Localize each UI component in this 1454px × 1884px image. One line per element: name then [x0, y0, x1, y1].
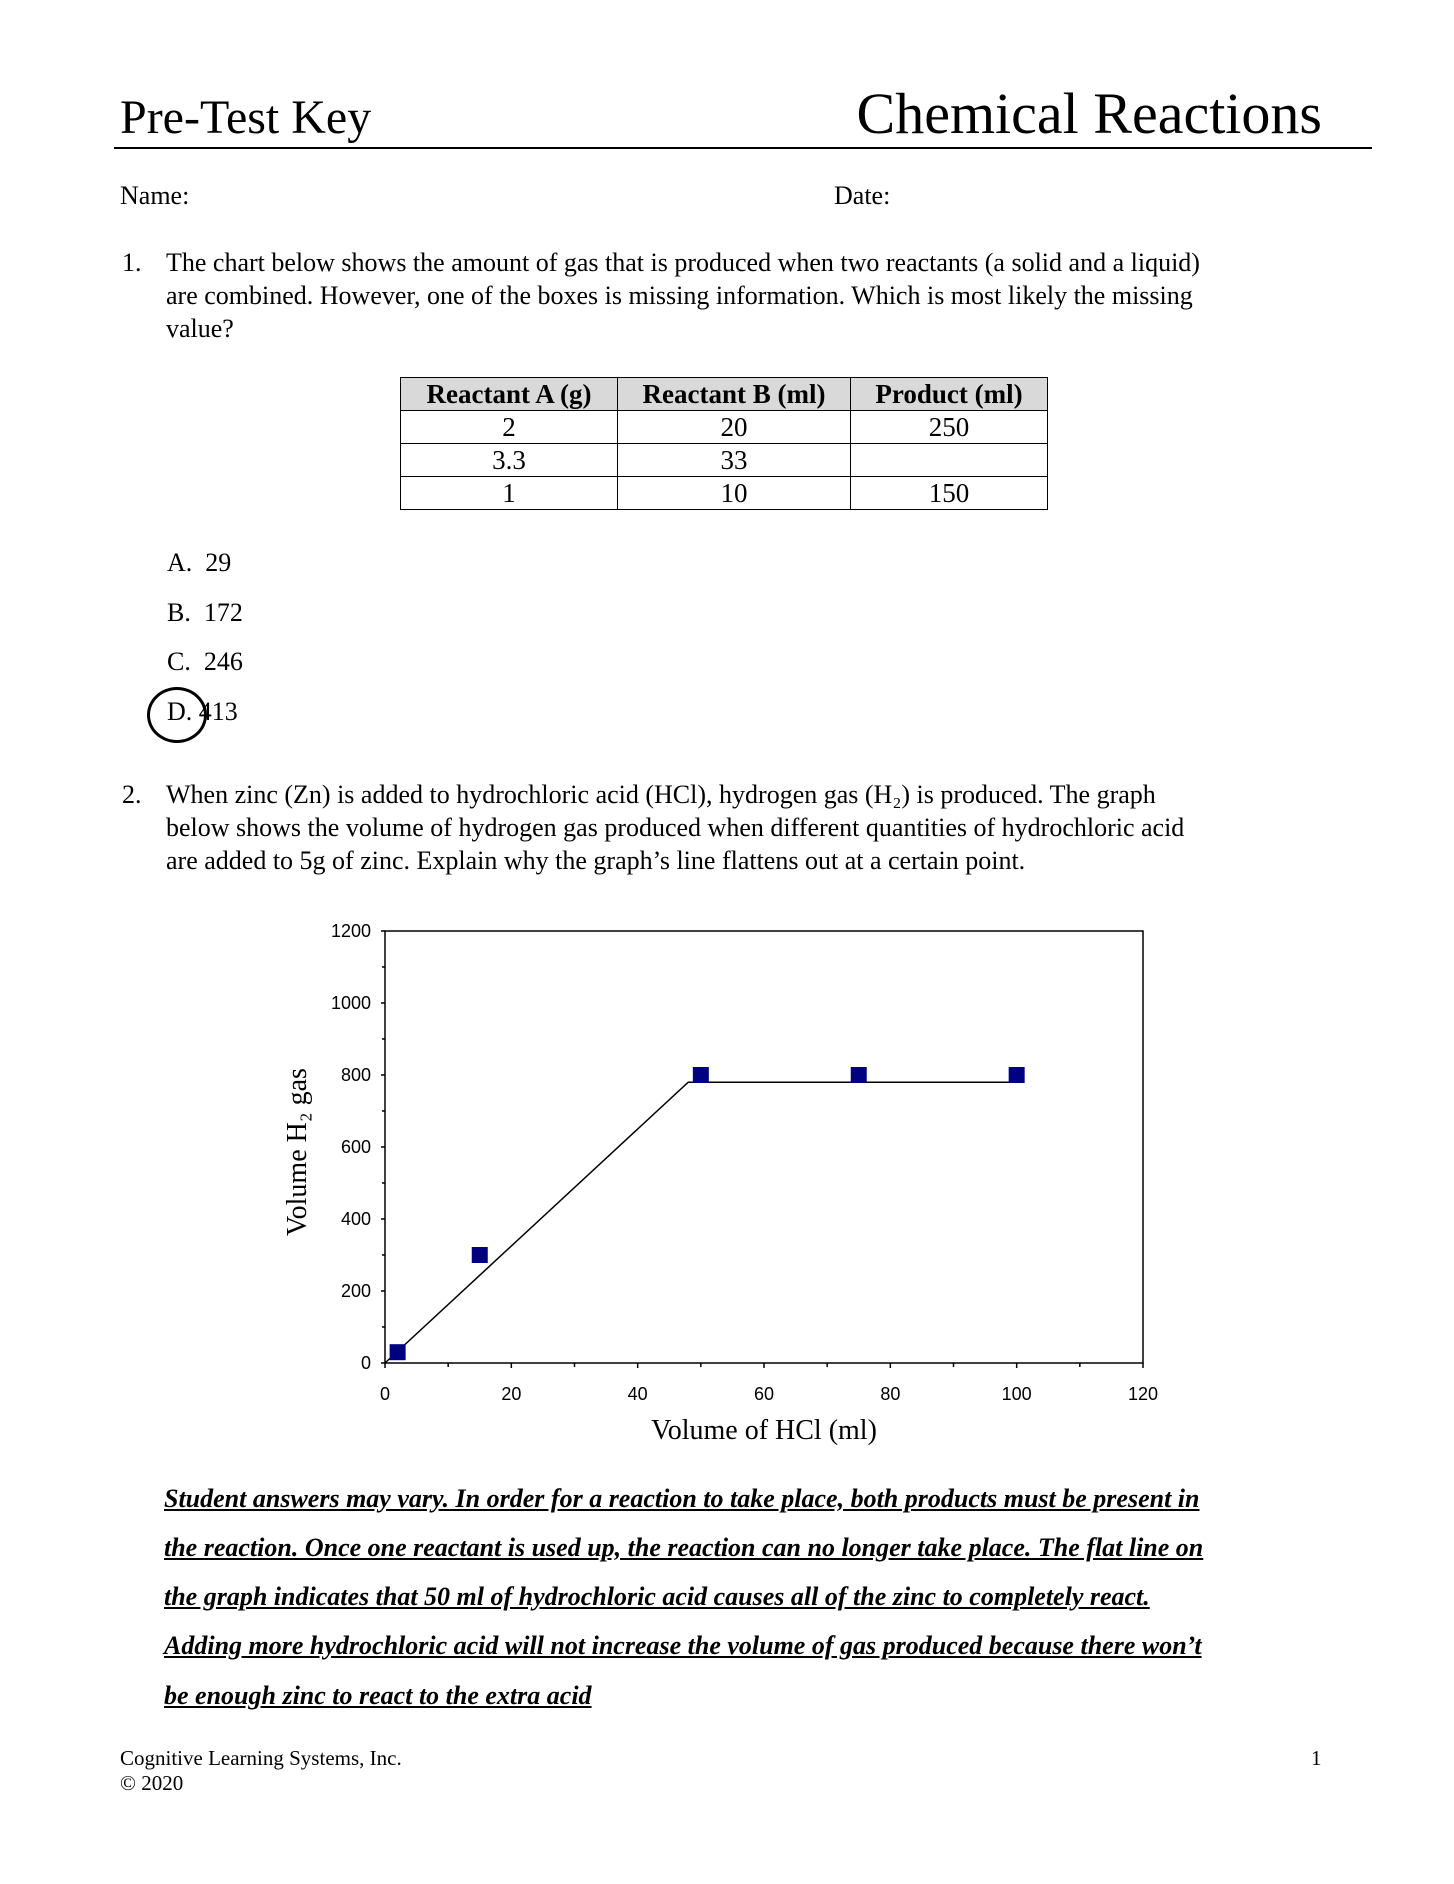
- table-cell: 3.3: [400, 443, 618, 477]
- table-header-row: Reactant A (g) Reactant B (ml) Product (…: [400, 377, 1048, 411]
- question2-line: are added to 5g of zinc. Explain why the…: [166, 846, 1026, 875]
- option-a: A. 29: [167, 548, 231, 578]
- question1-line: are combined. However, one of the boxes …: [166, 281, 1193, 310]
- plot-area: [384, 930, 1144, 1364]
- option-value: 172: [203, 598, 243, 627]
- question2-line: When zinc (Zn) is added to hydrochloric …: [166, 780, 1156, 809]
- date-label: Date:: [834, 181, 891, 210]
- option-letter: A.: [167, 548, 193, 577]
- table-cell: 20: [617, 410, 851, 444]
- page-number: 1: [1311, 1746, 1322, 1770]
- table-row: 3.3 33: [400, 443, 1048, 477]
- column-header: Reactant A (g): [400, 377, 618, 411]
- y-tick-label: 800: [341, 1065, 371, 1085]
- x-axis-title: Volume of HCl (ml): [651, 1415, 877, 1446]
- data-point: [850, 1067, 867, 1083]
- y-tick-label: 400: [341, 1209, 371, 1229]
- data-point: [692, 1067, 709, 1083]
- header-left-title: Pre-Test Key: [120, 91, 372, 144]
- x-tick-label: 80: [880, 1384, 900, 1404]
- table-cell: 2: [400, 410, 618, 444]
- footer-company: Cognitive Learning Systems, Inc.: [120, 1746, 402, 1770]
- answer-line: be enough zinc to react to the extra aci…: [164, 1681, 592, 1710]
- reactant-table: Reactant A (g) Reactant B (ml) Product (…: [400, 377, 1048, 510]
- y-axis-title: Volume H₂ gas: [282, 1068, 313, 1236]
- question1-line: value?: [166, 314, 234, 343]
- table-row: 1 10 150: [400, 476, 1048, 510]
- trend-line: [384, 1081, 1017, 1364]
- column-header: Reactant B (ml): [617, 377, 851, 411]
- data-point: [1008, 1067, 1025, 1083]
- x-tick-label: 120: [1128, 1384, 1158, 1404]
- table-row: 2 20 250: [400, 410, 1048, 444]
- question1-number: 1.: [122, 248, 142, 277]
- table-cell-missing: [850, 443, 1048, 477]
- table-cell: 1: [400, 476, 618, 510]
- column-header: Product (ml): [850, 377, 1048, 411]
- name-label: Name:: [120, 181, 190, 210]
- answer-line: Adding more hydrochloric acid will not i…: [164, 1631, 1202, 1660]
- header-divider: [114, 147, 1372, 149]
- x-tick-label: 100: [1002, 1384, 1032, 1404]
- option-letter: B.: [167, 598, 191, 627]
- x-tick-label: 20: [501, 1384, 521, 1404]
- data-point: [471, 1247, 488, 1263]
- answer-line: Student answers may vary. In order for a…: [164, 1484, 1200, 1513]
- x-tick-label: 60: [754, 1384, 774, 1404]
- option-value: 29: [205, 548, 232, 577]
- option-value: 246: [203, 647, 243, 676]
- y-tick-label: 1200: [331, 921, 371, 941]
- question1-line: The chart below shows the amount of gas …: [166, 248, 1200, 277]
- y-tick-label: 600: [341, 1137, 371, 1157]
- y-tick-label: 0: [361, 1353, 371, 1373]
- option-letter: C.: [167, 647, 191, 676]
- answer-line: the reaction. Once one reactant is used …: [164, 1533, 1204, 1562]
- y-tick-label: 1000: [331, 993, 371, 1013]
- table-cell: 10: [617, 476, 851, 510]
- header-right-title: Chemical Reactions: [856, 81, 1322, 146]
- option-b: B. 172: [167, 598, 243, 628]
- x-tick-label: 0: [380, 1384, 390, 1404]
- question2-line: below shows the volume of hydrogen gas p…: [166, 813, 1185, 842]
- option-c: C. 246: [167, 647, 243, 677]
- answer-circle: [147, 687, 207, 743]
- x-tick-label: 40: [628, 1384, 648, 1404]
- question2-number: 2.: [122, 780, 142, 809]
- table-cell: 150: [850, 476, 1048, 510]
- answer-line: the graph indicates that 50 ml of hydroc…: [164, 1582, 1150, 1611]
- footer-copyright: © 2020: [120, 1771, 184, 1795]
- data-point: [389, 1344, 406, 1361]
- y-tick-label: 200: [341, 1281, 371, 1301]
